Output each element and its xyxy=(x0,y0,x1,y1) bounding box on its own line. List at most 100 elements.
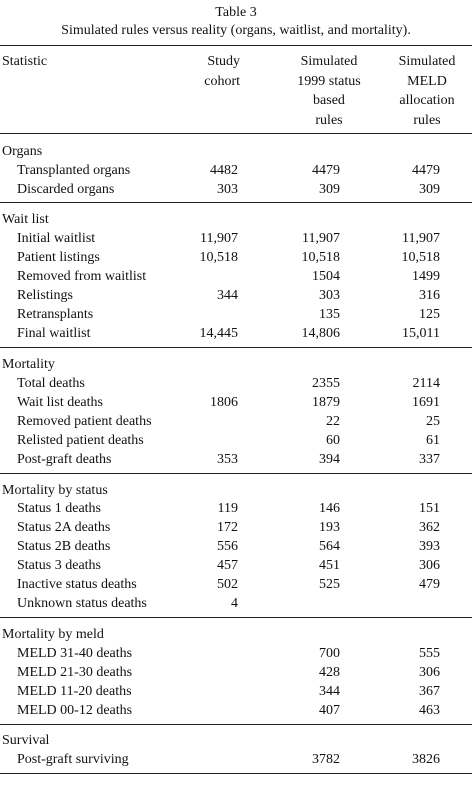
section-heading-mortality-by-status: Mortality by status xyxy=(0,481,472,500)
header-study-line-1: Study xyxy=(207,54,240,69)
row-label: Mortality by status xyxy=(2,483,108,498)
sim-1999-value: 14,806 xyxy=(301,326,341,341)
sim-meld-value: 367 xyxy=(419,684,440,699)
section-heading-survival: Survival xyxy=(0,731,472,750)
section-rule xyxy=(0,473,472,474)
section-heading-wait-list: Wait list xyxy=(0,210,472,229)
table-row: Patient listings 10,518 10,518 10,518 xyxy=(0,248,472,267)
sim-meld-value: 479 xyxy=(419,577,440,592)
table-row: Unknown status deaths 4 xyxy=(0,594,472,613)
row-label: Retransplants xyxy=(17,307,94,322)
sim-1999-value: 309 xyxy=(319,182,340,197)
table-caption: Table 3 Simulated rules versus reality (… xyxy=(0,0,472,40)
header-meld-line-3: allocation xyxy=(399,93,455,108)
study-cohort-value: 502 xyxy=(217,577,238,592)
sim-1999-value: 700 xyxy=(319,646,340,661)
sim-meld-value: 4479 xyxy=(412,163,440,178)
section-rule xyxy=(0,202,472,203)
row-label: Final waitlist xyxy=(17,326,91,341)
sim-meld-value: 61 xyxy=(426,433,440,448)
table-row: Post-graft deaths 353 394 337 xyxy=(0,450,472,469)
sim-1999-value: 564 xyxy=(319,539,340,554)
sim-1999-value: 451 xyxy=(319,558,340,573)
section-heading-mortality: Mortality xyxy=(0,355,472,374)
row-label: Mortality xyxy=(2,357,55,372)
sim-1999-value: 11,907 xyxy=(302,231,340,246)
sim-meld-value: 10,518 xyxy=(401,250,441,265)
header-meld-line-2: MELD xyxy=(407,73,447,89)
sim-meld-value: 309 xyxy=(419,182,440,197)
study-cohort-value: 303 xyxy=(217,182,238,197)
table-row: Status 2A deaths 172 193 362 xyxy=(0,518,472,537)
table-row: Status 1 deaths 119 146 151 xyxy=(0,499,472,518)
row-label: Status 2A deaths xyxy=(17,520,111,535)
sim-meld-value: 306 xyxy=(419,665,440,680)
row-label: Patient listings xyxy=(17,250,100,265)
row-label: Mortality by meld xyxy=(2,627,104,642)
table-row: Post-graft surviving 3782 3826 xyxy=(0,750,472,769)
row-label: Status 2B deaths xyxy=(17,539,111,554)
header-statistic: Statistic xyxy=(2,54,48,69)
study-cohort-value: 556 xyxy=(217,539,238,554)
sim-1999-value: 394 xyxy=(319,452,340,467)
study-cohort-value: 14,445 xyxy=(199,326,239,341)
row-label: MELD 21-30 deaths xyxy=(17,665,133,680)
study-cohort-value: 353 xyxy=(217,452,238,467)
study-cohort-value: 4 xyxy=(231,596,238,611)
table-row: Relisted patient deaths 60 61 xyxy=(0,431,472,450)
table-row: Retransplants 135 125 xyxy=(0,305,472,324)
study-cohort-value: 172 xyxy=(217,520,238,535)
sim-1999-value: 193 xyxy=(319,520,340,535)
header-meld-line-4: rules xyxy=(413,112,441,128)
table-row: Total deaths 2355 2114 xyxy=(0,374,472,393)
sim-meld-value: 555 xyxy=(419,646,440,661)
row-label: Post-graft deaths xyxy=(17,452,112,467)
study-cohort-value: 10,518 xyxy=(199,250,239,265)
header-sim1999-line-4: rules xyxy=(315,112,343,128)
study-cohort-value: 457 xyxy=(217,558,238,573)
sim-meld-value: 3826 xyxy=(412,752,440,767)
row-label: Relisted patient deaths xyxy=(17,433,144,448)
sim-1999-value: 60 xyxy=(326,433,340,448)
header-meld-line-1: Simulated xyxy=(398,54,456,69)
study-cohort-value: 344 xyxy=(217,288,238,303)
sim-meld-value: 337 xyxy=(419,452,440,467)
row-label: Transplanted organs xyxy=(17,163,131,178)
sim-meld-value: 463 xyxy=(419,703,440,718)
header-sim1999-line-1: Simulated xyxy=(300,54,358,69)
sim-meld-value: 362 xyxy=(419,520,440,535)
sim-1999-value: 2355 xyxy=(312,376,340,391)
table-row: MELD 11-20 deaths 344 367 xyxy=(0,682,472,701)
row-label: Wait list deaths xyxy=(17,395,103,410)
header-sim-1999: Simulated 1999 status based rules xyxy=(288,52,370,130)
section-rule xyxy=(0,617,472,618)
row-label: Discarded organs xyxy=(17,182,115,197)
sim-1999-value: 135 xyxy=(319,307,340,322)
study-cohort-value: 4482 xyxy=(210,163,238,178)
table-row: MELD 00-12 deaths 407 463 xyxy=(0,701,472,720)
study-cohort-value: 1806 xyxy=(210,395,238,410)
sim-1999-value: 1879 xyxy=(312,395,340,410)
table-row: Wait list deaths 1806 1879 1691 xyxy=(0,393,472,412)
header-study-cohort: Study cohort xyxy=(204,52,240,91)
sim-1999-value: 428 xyxy=(319,665,340,680)
header-rule xyxy=(0,133,472,134)
row-label: Removed from waitlist xyxy=(17,269,147,284)
row-label: Status 1 deaths xyxy=(17,501,101,516)
table-number: Table 3 xyxy=(215,5,257,20)
bottom-rule xyxy=(0,773,472,774)
section-heading-mortality-by-meld: Mortality by meld xyxy=(0,625,472,644)
sim-1999-value: 344 xyxy=(319,684,340,699)
table-row: Removed from waitlist 1504 1499 xyxy=(0,267,472,286)
row-label: Relistings xyxy=(17,288,74,303)
sim-1999-value: 1504 xyxy=(312,269,340,284)
table-row: Relistings 344 303 316 xyxy=(0,286,472,305)
row-label: Total deaths xyxy=(17,376,85,391)
sim-1999-value: 407 xyxy=(319,703,340,718)
sim-meld-value: 151 xyxy=(419,501,440,516)
table-row: MELD 31-40 deaths 700 555 xyxy=(0,644,472,663)
sim-meld-value: 2114 xyxy=(412,376,440,391)
row-label: Survival xyxy=(2,733,50,748)
row-label: Status 3 deaths xyxy=(17,558,101,573)
sim-meld-value: 15,011 xyxy=(402,326,440,341)
